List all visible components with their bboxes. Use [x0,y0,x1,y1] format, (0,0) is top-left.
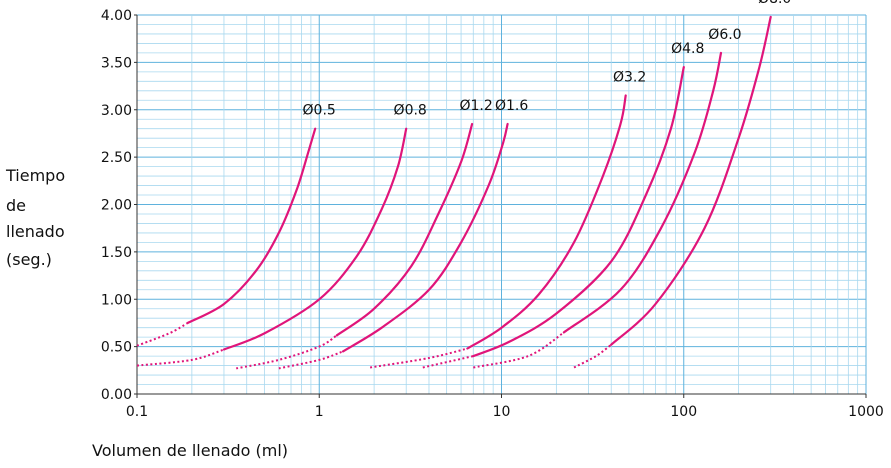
y-tick-label: 2.00 [101,198,132,214]
y-tick-label: 3.50 [101,55,132,71]
series-dotted-segment-1 [136,322,189,347]
series-label-7: Ø6.0 [708,27,741,43]
curve-label-layer: Ø0.5 Ø0.8 Ø1.2Ø1.6 Ø3.2 Ø4.8Ø6.0 Ø8.0 [303,0,792,119]
x-tick-label: 0.1 [126,404,148,420]
x-tick-label: 10 [493,404,511,420]
tick-layer: 0.00 0.50 1.00 1.50 2.00 2.50 3.00 3.50 4.00 0.1 1… [101,8,884,420]
y-axis-label-line-2: de [6,196,26,215]
series-label-3: Ø1.2 [459,98,492,114]
series-label-2: Ø0.8 [394,103,427,119]
series-label-4: Ø1.6 [495,98,528,114]
series-dotted-segment-8 [573,343,612,369]
series-line-6 [472,66,685,358]
series-line-8 [610,15,772,346]
series-dotted-segment-2 [136,348,225,367]
y-tick-label: 3.00 [101,103,132,119]
x-tick-label: 1000 [848,404,884,420]
series-line-2 [222,127,408,351]
series-label-1: Ø0.5 [303,103,336,119]
series-line-7 [562,51,723,334]
series-dotted-segment-3 [236,334,338,370]
y-tick-label: 1.50 [101,245,132,261]
series-line-3 [335,122,474,337]
series-dotted-segment-4 [278,350,344,370]
y-tick-label: 0.00 [101,387,132,403]
series-line-4 [341,122,509,353]
y-axis-label-line-1: Tiempo [6,166,66,185]
series-label-6: Ø4.8 [671,41,704,57]
y-tick-label: 4.00 [101,8,132,24]
series-line-5 [466,94,627,350]
series-line-1 [186,127,317,324]
x-tick-label: 1 [315,404,324,420]
series-dotted-segment-5 [369,347,468,369]
series-label-8: Ø8.0 [758,0,791,7]
x-axis-label: Volumen de llenado (ml) [92,441,289,460]
x-tick-label: 100 [670,404,697,420]
y-tick-label: 1.00 [101,292,132,308]
series-layer [136,15,772,370]
grid-layer [136,14,867,395]
y-tick-label: 0.50 [101,340,132,356]
series-label-5: Ø3.2 [613,70,646,86]
y-axis-label-line-3: llenado [6,222,65,241]
y-axis-label-line-4: (seg.) [6,250,52,269]
y-tick-label: 2.50 [101,150,132,166]
